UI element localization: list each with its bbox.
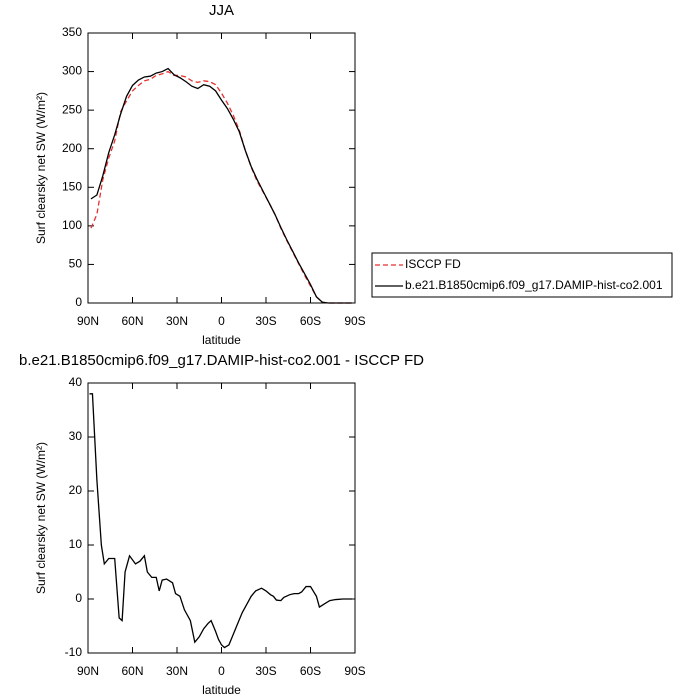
- x-tick-label: 60N: [121, 664, 143, 678]
- y-tick-label: -10: [65, 645, 83, 659]
- x-tick-label: 30S: [255, 314, 276, 328]
- y-tick-label: 40: [69, 375, 83, 389]
- y-tick-label: 250: [62, 102, 82, 116]
- x-tick-label: 90N: [77, 314, 99, 328]
- y-tick-label: 0: [75, 591, 82, 605]
- x-tick-label: 30N: [166, 314, 188, 328]
- legend-box: [371, 252, 673, 298]
- x-tick-label: 30N: [166, 664, 188, 678]
- plot-frame: [87, 32, 356, 304]
- data-line: [89, 393, 353, 649]
- x-tick-label: 60S: [300, 664, 321, 678]
- x-tick-label: 90N: [77, 664, 99, 678]
- y-axis-label: Surf clearsky net SW (W/m²): [34, 442, 48, 594]
- x-tick-label: 60N: [121, 314, 143, 328]
- y-axis-label: Surf clearsky net SW (W/m²): [34, 92, 48, 244]
- legend-label: ISCCP FD: [405, 257, 461, 271]
- y-tick-label: 10: [69, 537, 83, 551]
- chart-title: JJA: [209, 2, 234, 19]
- x-tick-label: 90S: [344, 314, 365, 328]
- x-axis-label: latitude: [202, 683, 241, 697]
- y-tick-label: 100: [62, 218, 82, 232]
- x-tick-label: 60S: [300, 314, 321, 328]
- chart-title: b.e21.B1850cmip6.f09_g17.DAMIP-hist-co2.…: [19, 352, 424, 369]
- plot-frame: [87, 382, 356, 654]
- y-tick-label: 200: [62, 141, 82, 155]
- data-line: [90, 67, 353, 304]
- y-tick-label: 50: [69, 257, 83, 271]
- x-tick-label: 0: [218, 314, 225, 328]
- x-tick-label: 90S: [344, 664, 365, 678]
- legend-label: b.e21.B1850cmip6.f09_g17.DAMIP-hist-co2.…: [405, 278, 663, 292]
- y-tick-label: 350: [62, 25, 82, 39]
- data-line: [90, 70, 353, 304]
- y-tick-label: 30: [69, 429, 83, 443]
- x-tick-label: 0: [218, 664, 225, 678]
- x-axis-label: latitude: [202, 333, 241, 347]
- y-tick-label: 20: [69, 483, 83, 497]
- y-tick-label: 0: [75, 295, 82, 309]
- x-tick-label: 30S: [255, 664, 276, 678]
- y-tick-label: 150: [62, 179, 82, 193]
- y-tick-label: 300: [62, 64, 82, 78]
